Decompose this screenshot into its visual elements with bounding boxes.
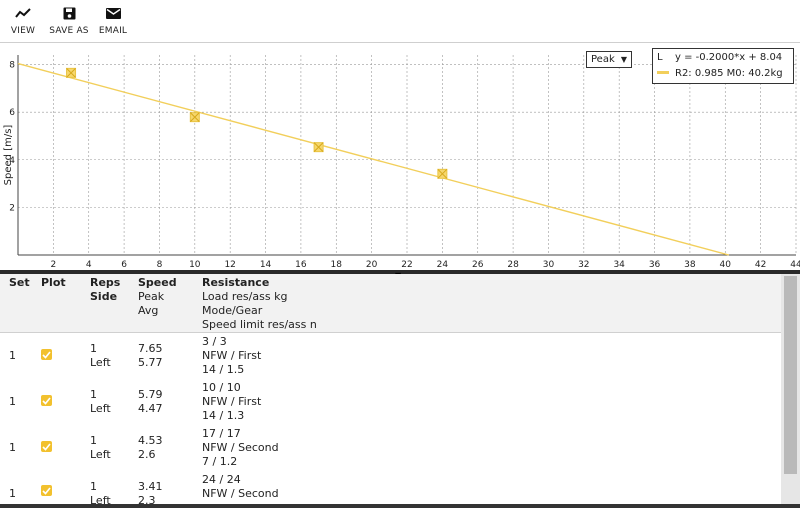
regression-equation: y = -0.2000*x + 8.04 [675,52,783,63]
cell-speed: 7.65 5.77 [138,342,163,369]
cell-resistance: 3 / 3 NFW / First 14 / 1.5 [202,335,262,376]
header-plot[interactable]: Plot [41,276,66,289]
table-row[interactable]: 1 1 Left 7.65 5.77 3 / 3 NFW / First 14 / 1.… [0,333,781,380]
table-scrollbar[interactable] [781,274,800,504]
x-tick-label: 16 [295,260,307,270]
y-axis-label: Speed [m/s] [3,125,14,186]
y-tick-label: 2 [9,203,15,213]
x-tick-label: 36 [649,260,661,270]
x-tick-label: 10 [189,260,201,270]
cell-reps-side: 1 Left [90,480,111,504]
header-speed[interactable]: Speed Peak Avg [138,276,177,317]
line-chart-icon [15,0,31,26]
x-tick-label: 28 [507,260,519,270]
cell-set: 1 [9,395,16,408]
cell-speed: 5.79 4.47 [138,388,163,415]
cell-set: 1 [9,487,16,500]
x-tick-label: 20 [366,260,378,270]
x-tick-label: 22 [401,260,412,270]
data-point-cross [189,112,200,122]
y-tick-label: 8 [9,61,15,71]
check-icon [42,442,51,451]
x-tick-label: 30 [543,260,555,270]
save-as-label: SAVE AS [49,26,89,36]
load-speed-chart: 2 4 6 8 10 12 14 16 18 20 22 24 26 28 30 32 34 36 38 40 42 44… [3,55,800,270]
x-tick-label: 32 [578,260,589,270]
footer-strip [0,504,800,508]
data-point-cross [66,68,76,78]
header-set[interactable]: Set [9,276,30,289]
x-tick-label: 4 [86,260,92,270]
x-tick-label: 26 [472,260,484,270]
cell-set: 1 [9,349,16,362]
panel-splitter[interactable] [0,270,800,274]
table-row[interactable]: 1 1 Left 5.79 4.47 10 / 10 NFW / First 14 / … [0,379,781,426]
email-button[interactable]: EMAIL [96,0,130,42]
view-label: VIEW [10,26,36,36]
x-tick-label: 8 [157,260,163,270]
cell-resistance: 10 / 10 NFW / First 14 / 1.3 [202,381,262,422]
save-as-button[interactable]: SAVE AS [46,0,92,42]
x-tick-label: 18 [331,260,343,270]
check-icon [42,486,51,495]
plot-checkbox[interactable] [41,395,52,406]
regression-line [17,62,729,256]
mode-value: Peak [591,54,615,65]
mode-dropdown[interactable]: Peak ▼ [586,51,632,68]
table-row[interactable]: 1 1 Left 4.53 2.6 17 / 17 NFW / Second 7 / 1… [0,425,781,472]
header-reps[interactable]: Reps Side [90,276,121,303]
plot-checkbox[interactable] [41,349,52,360]
cell-resistance: 17 / 17 NFW / Second 7 / 1.2 [202,427,279,468]
sets-table: Set Plot Reps Side Speed Peak Avg Resist… [0,274,781,504]
cell-speed: 4.53 2.6 [138,434,163,461]
table-row[interactable]: 1 1 Left 3.41 2.3 24 / 24 NFW / Second [0,471,781,504]
x-tick-label: 42 [755,260,766,270]
plot-checkbox[interactable] [41,485,52,496]
floppy-disk-icon [63,0,76,26]
x-tick-label: 2 [50,260,56,270]
envelope-icon [105,0,121,26]
scrollbar-thumb[interactable] [784,276,797,474]
cell-reps-side: 1 Left [90,434,111,461]
regression-stats: R2: 0.985 M0: 40.2kg [675,68,783,79]
view-button[interactable]: VIEW [6,0,40,42]
legend-label: L [657,52,663,63]
x-tick-label: 6 [121,260,127,270]
header-resistance[interactable]: Resistance Load res/ass kg Mode/Gear Spe… [202,276,317,331]
x-tick-label: 12 [224,260,235,270]
x-tick-label: 38 [684,260,696,270]
toolbar: VIEW SAVE AS EMAIL [0,0,800,42]
y-tick-label: 6 [9,108,15,118]
x-tick-label: 14 [260,260,272,270]
data-point-cross [437,168,448,179]
cell-set: 1 [9,441,16,454]
chart-panel: 2 4 6 8 10 12 14 16 18 20 22 24 26 28 30 32 34 36 38 40 42 44… [0,42,800,271]
plot-checkbox[interactable] [41,441,52,452]
cell-reps-side: 1 Left [90,388,111,415]
x-tick-label: 24 [437,260,449,270]
check-icon [42,350,51,359]
cell-resistance: 24 / 24 NFW / Second [202,473,279,500]
y-tick-label: 4 [9,156,15,166]
x-tick-label: 34 [613,260,625,270]
check-icon [42,396,51,405]
data-point-cross [313,142,324,152]
cell-reps-side: 1 Left [90,342,111,369]
chevron-down-icon: ▼ [620,55,627,64]
x-tick-label: 40 [720,260,732,270]
table-header: Set Plot Reps Side Speed Peak Avg Resist… [0,274,781,333]
cell-speed: 3.41 2.3 [138,480,163,504]
legend-swatch [657,71,669,74]
x-tick-label: 44 [790,260,800,270]
email-label: EMAIL [98,26,128,36]
chart-legend: L y = -0.2000*x + 8.04 R2: 0.985 M0: 40.… [652,48,794,84]
